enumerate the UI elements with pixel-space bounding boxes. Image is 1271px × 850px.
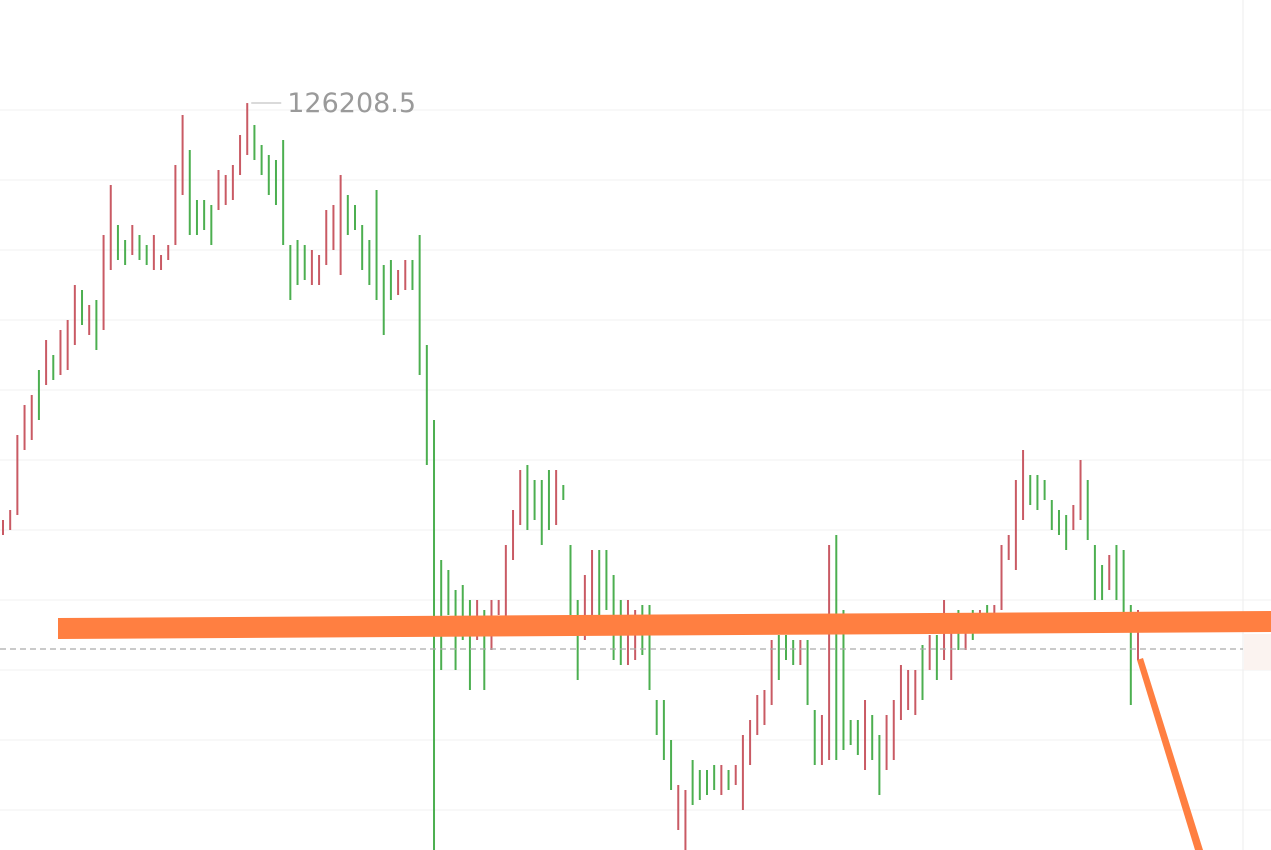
drawn-support-line (58, 611, 1271, 639)
peak-label: 126208.5 (287, 88, 416, 119)
price-axis-marker (1244, 634, 1271, 670)
drawn-arrow-line (1137, 658, 1203, 850)
bars (2, 103, 1139, 850)
annotations: 126208.5 (251, 88, 416, 119)
